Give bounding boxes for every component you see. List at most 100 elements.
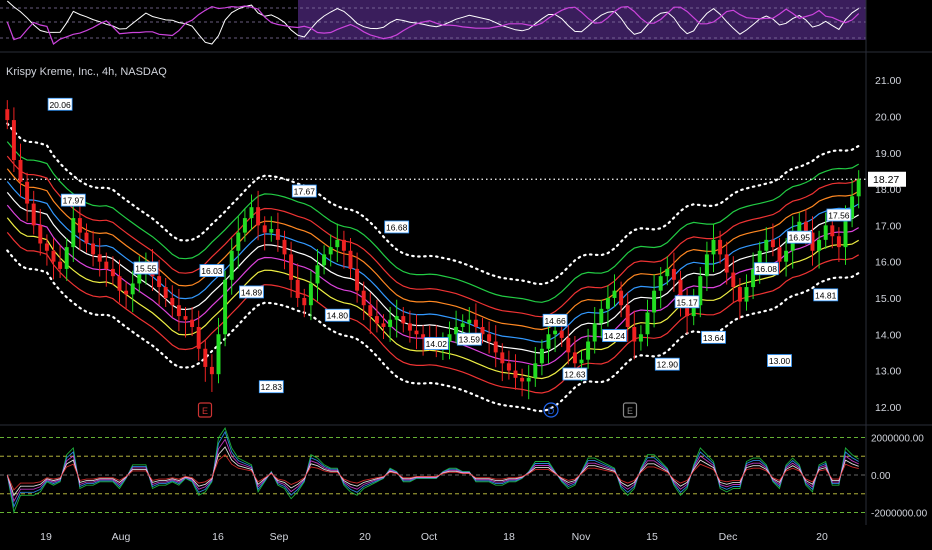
price-tick-label: 19.00	[875, 148, 901, 160]
candle-body	[797, 221, 802, 233]
candle-body	[269, 228, 274, 233]
candle-body	[770, 239, 775, 248]
band-band-white	[6, 192, 859, 354]
candle-body	[625, 305, 630, 327]
swing-label: 14.02	[426, 339, 448, 349]
candle-body	[77, 218, 82, 233]
candle-body	[619, 290, 624, 306]
price-axis[interactable]: 12.00 13.00 14.00 15.00 16.00 17.00 18.00 19.00…	[875, 75, 901, 414]
candle-body	[44, 243, 49, 251]
price-tick-label: 16.00	[875, 257, 901, 269]
candle-body	[836, 236, 841, 248]
event-marker-e[interactable]: E	[622, 402, 638, 418]
candle-body	[566, 337, 571, 353]
candle-body	[605, 297, 610, 309]
candle-body	[487, 334, 492, 342]
candle-body	[546, 334, 551, 349]
time-tick-label: 20	[359, 531, 371, 543]
candle-body	[777, 247, 782, 262]
candle-body	[480, 326, 485, 335]
swing-label-box	[701, 330, 726, 344]
candle-body	[97, 254, 102, 262]
swing-label-box	[456, 332, 482, 346]
candle-body	[124, 290, 129, 295]
candle-body	[381, 323, 386, 327]
swing-label-box	[542, 313, 568, 327]
swing-label: 14.89	[241, 287, 263, 297]
candle-body	[275, 228, 280, 240]
candle-body	[658, 276, 663, 291]
swing-label: 13.00	[769, 356, 791, 366]
swing-label: 14.66	[544, 316, 566, 326]
candle-body	[203, 348, 208, 367]
candle-body	[553, 330, 558, 335]
candle-body	[110, 268, 115, 277]
candle-body	[302, 297, 307, 306]
current-price-badge: 18.27	[868, 171, 906, 187]
candle-body	[843, 218, 848, 248]
candle-body	[236, 232, 241, 251]
swing-labels-group: 20.06 17.97 15.55 16.03 14.89 12.83 17.67 14.80…	[47, 97, 852, 394]
bottom-oscillator-pane	[0, 426, 866, 514]
current-price-label: 18.27	[873, 174, 899, 186]
swing-label-box	[813, 288, 839, 302]
event-marker-d[interactable]: D	[543, 402, 559, 418]
candle-body	[698, 276, 703, 306]
candle-body	[282, 239, 287, 255]
candle-body	[704, 254, 709, 277]
swing-label-box	[239, 285, 264, 299]
candle-body	[533, 363, 538, 378]
candle-body	[823, 225, 828, 240]
swing-label-box	[562, 367, 588, 381]
price-tick-label: 17.00	[875, 220, 901, 232]
band-band-green	[6, 141, 859, 303]
band-band-red-lower	[6, 232, 859, 394]
swing-label: 14.80	[327, 311, 349, 321]
swing-label-box	[133, 261, 159, 275]
candle-body	[407, 323, 412, 331]
candle-body	[117, 276, 122, 291]
time-tick-label: Dec	[719, 531, 738, 543]
band-band-outer-upper	[6, 122, 860, 286]
event-marker-label: E	[202, 406, 208, 416]
candle-body	[25, 181, 30, 204]
candle-body	[308, 283, 313, 306]
candle-body	[18, 160, 23, 182]
candle-body	[170, 297, 175, 306]
candle-body	[856, 179, 861, 197]
candle-body	[38, 225, 43, 244]
event-marker-e[interactable]: E	[197, 402, 213, 418]
candle-body	[256, 207, 261, 226]
swing-label-box	[199, 264, 225, 277]
swing-label: 16.03	[201, 266, 223, 276]
candle-body	[632, 326, 637, 342]
candle-body	[361, 290, 366, 306]
candle-body	[520, 377, 525, 382]
swing-label-box	[291, 184, 317, 198]
osc-top-signal	[6, 5, 860, 45]
candle-body	[368, 305, 373, 317]
time-tick-label: 20	[816, 531, 828, 543]
candle-body	[559, 330, 564, 338]
candle-body	[315, 265, 320, 284]
candle-body	[64, 247, 69, 269]
candle-body	[724, 254, 729, 273]
swing-label: 14.24	[604, 331, 626, 341]
swing-label-box	[654, 357, 680, 371]
swing-label-box	[786, 230, 812, 244]
candle-body	[249, 207, 254, 219]
swing-label-box	[826, 208, 852, 222]
candle-body	[579, 359, 584, 364]
time-axis[interactable]: 19 Aug 16 Sep 20 Oct 18 Nov 15 Dec 20	[40, 531, 828, 543]
candle-body	[638, 334, 643, 342]
candle-body	[685, 301, 690, 317]
candle-body	[718, 239, 723, 255]
candle-body	[467, 319, 472, 324]
swing-label-box	[60, 193, 86, 207]
candle-body	[31, 203, 36, 226]
candle-body	[460, 323, 465, 327]
candle-body	[817, 239, 822, 251]
chart-title: Krispy Kreme, Inc., 4h, NASDAQ	[6, 66, 167, 78]
